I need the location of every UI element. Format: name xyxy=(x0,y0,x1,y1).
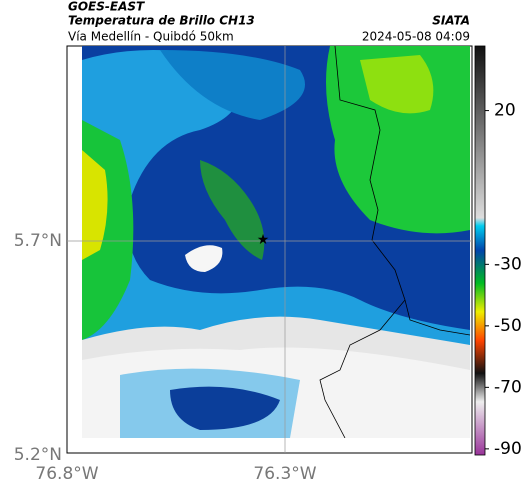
lon-label: 76.3°W xyxy=(253,464,316,484)
lat-label: 5.2°N xyxy=(14,445,62,465)
region: Vía Medellín - Quibdó 50km xyxy=(68,30,234,44)
lon-label: 76.8°W xyxy=(35,464,98,484)
imagery xyxy=(82,46,470,438)
timestamp: 2024-05-08 04:09 xyxy=(362,30,470,44)
colorbar-tick-label: -30 xyxy=(494,254,522,274)
source: SIATA xyxy=(432,14,470,28)
colorbar xyxy=(474,45,486,456)
colorbar-tick-label: -50 xyxy=(494,316,522,336)
satellite: GOES-EAST xyxy=(68,0,145,14)
colorbar-tick-label: -90 xyxy=(494,439,522,459)
location-star: ★ xyxy=(257,232,270,248)
colorbar-tick-label: -70 xyxy=(494,377,522,397)
product: Temperatura de Brillo CH13 xyxy=(68,14,255,28)
lat-label: 5.7°N xyxy=(14,231,62,251)
colorbar-tick-label: 20 xyxy=(494,101,516,121)
